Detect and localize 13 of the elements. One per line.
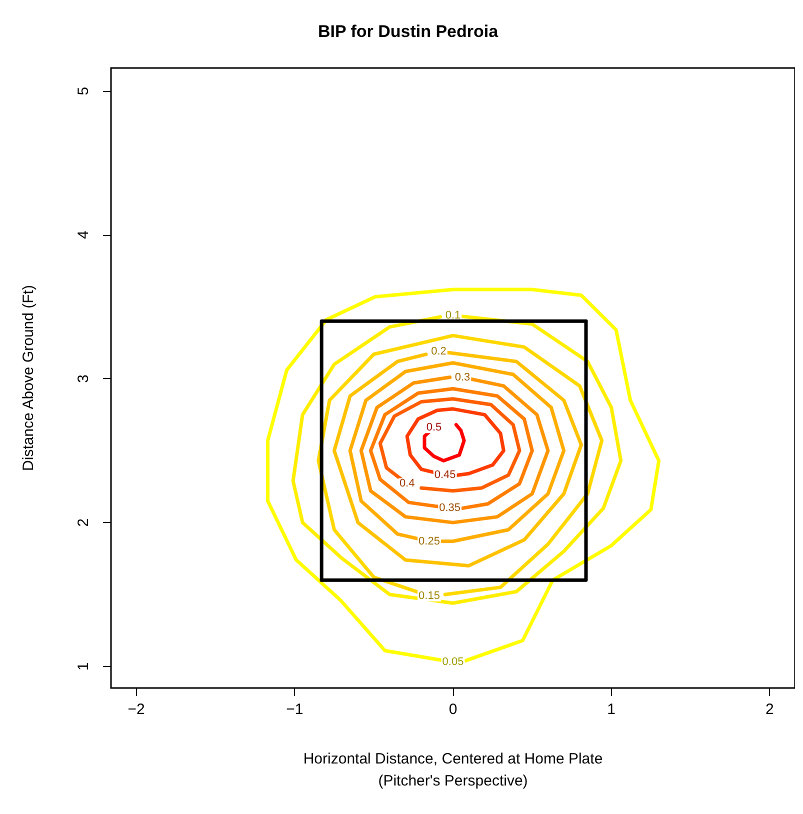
x-tick-label: 1 (607, 701, 616, 718)
y-tick-label: 1 (75, 662, 92, 671)
y-tick-label: 5 (75, 86, 92, 96)
x-tick-label: −1 (286, 701, 304, 718)
chart-title: BIP for Dustin Pedroia (318, 22, 499, 41)
y-tick-label: 4 (75, 230, 92, 240)
y-axis-title: Distance Above Ground (Ft) (20, 285, 37, 471)
x-tick-label: −2 (128, 701, 145, 718)
x-tick-label: 2 (765, 701, 774, 718)
x-axis-title: Horizontal Distance, Centered at Home Plate (Pitcher's Perspective) (303, 750, 603, 790)
y-tick-label: 2 (75, 518, 92, 527)
x-tick-label: 0 (448, 701, 458, 718)
y-tick-label: 3 (75, 374, 92, 383)
